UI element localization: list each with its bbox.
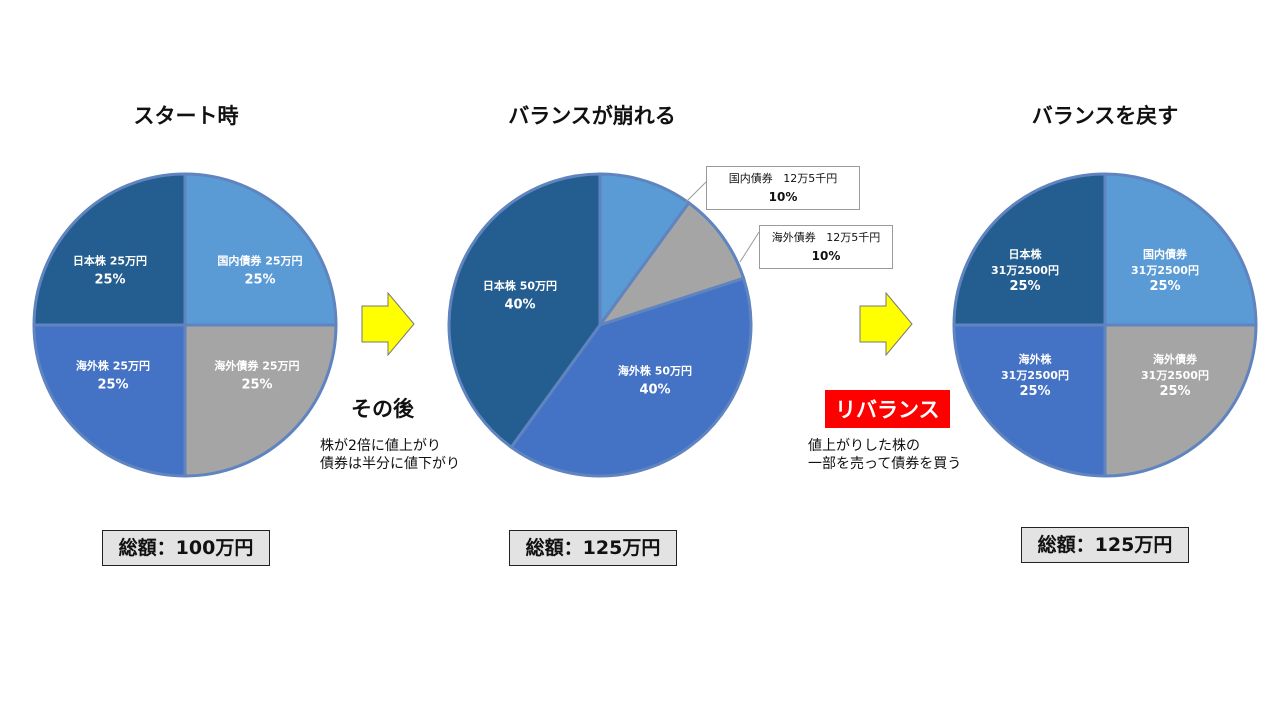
- slice-label: 31万2500円: [991, 264, 1059, 277]
- after-heading: その後: [351, 397, 414, 421]
- pie-slice: [509, 276, 753, 478]
- slice-percent-label: 25%: [1159, 384, 1190, 399]
- slice-percent-label: 25%: [1019, 384, 1050, 399]
- arrow-right-icon: [361, 292, 415, 356]
- rebalance-note-line2: 一部を売って債券を買う: [808, 456, 962, 472]
- arrow-shape: [859, 292, 913, 356]
- slice-percent-label: 25%: [244, 273, 275, 288]
- callout-domestic-bonds-amount: 12万5千円: [783, 172, 838, 185]
- pie-slice: [952, 323, 1107, 478]
- after-note: 株が2倍に値上がり 債券は半分に値下がり: [320, 437, 460, 473]
- pie-slice: [183, 323, 338, 478]
- slice-label: 31万2500円: [1001, 369, 1069, 382]
- total-rebalanced: 総額：125万円: [1021, 527, 1189, 563]
- leader-line: [739, 231, 760, 263]
- pie-slice: [32, 323, 187, 478]
- slice-percent-label: 25%: [94, 273, 125, 288]
- title-imbalance: バランスが崩れる: [508, 104, 676, 128]
- callout-domestic-bonds-name: 国内債券: [728, 172, 773, 185]
- callout-foreign-bonds-name: 海外債券: [771, 231, 816, 244]
- pie-slice: [183, 172, 338, 327]
- pie-slice: [598, 172, 691, 330]
- callout-foreign-bonds-pct: 10%: [811, 249, 841, 263]
- slice-label: 日本株: [1009, 247, 1043, 261]
- slice-percent-label: 40%: [639, 383, 670, 398]
- slice-label: 海外債券 25万円: [214, 359, 299, 373]
- title-start: スタート時: [133, 104, 239, 128]
- slice-percent-label: 25%: [97, 378, 128, 393]
- callout-domestic-bonds: 国内債券 12万5千円 10%: [706, 166, 860, 210]
- slice-label: 国内債券: [1143, 247, 1188, 261]
- slice-label: 海外株 25万円: [76, 359, 150, 373]
- slice-label: 海外株 50万円: [618, 364, 692, 378]
- slice-label: 国内債券 25万円: [217, 254, 302, 268]
- slice-label: 日本株 50万円: [483, 279, 557, 293]
- callout-foreign-bonds: 海外債券 12万5千円 10%: [759, 225, 893, 269]
- slice-label: 日本株 25万円: [73, 254, 147, 268]
- rebalance-note: 値上がりした株の 一部を売って債券を買う: [808, 437, 961, 473]
- pie-slice: [447, 172, 602, 450]
- slice-percent-label: 25%: [1149, 279, 1180, 294]
- leader-line: [685, 181, 707, 203]
- after-note-line2: 債券は半分に値下がり: [320, 456, 460, 472]
- pie-slice: [1103, 323, 1258, 478]
- pie-slice: [1103, 172, 1258, 327]
- slice-percent-label: 25%: [241, 378, 272, 393]
- rebalance-badge: リバランス: [825, 390, 950, 428]
- slice-percent-label: 25%: [1009, 279, 1040, 294]
- total-imbalance: 総額：125万円: [509, 530, 677, 566]
- slice-percent-label: 40%: [504, 298, 535, 313]
- rebalance-note-line1: 値上がりした株の: [808, 438, 920, 454]
- slice-label: 31万2500円: [1141, 369, 1209, 382]
- callout-foreign-bonds-amount: 12万5千円: [826, 231, 881, 244]
- total-start: 総額：100万円: [102, 530, 270, 566]
- pie-slice: [596, 200, 746, 328]
- pie-slice: [32, 172, 187, 327]
- after-note-line1: 株が2倍に値上がり: [320, 438, 441, 454]
- callout-domestic-bonds-pct: 10%: [768, 190, 798, 204]
- pie-slice: [952, 172, 1107, 327]
- slice-label: 31万2500円: [1131, 264, 1199, 277]
- title-rebalanced: バランスを戻す: [1031, 104, 1179, 128]
- arrow-shape: [361, 292, 415, 356]
- slice-label: 海外株: [1019, 352, 1053, 366]
- arrow-right-icon: [859, 292, 913, 356]
- slice-label: 海外債券: [1153, 352, 1198, 366]
